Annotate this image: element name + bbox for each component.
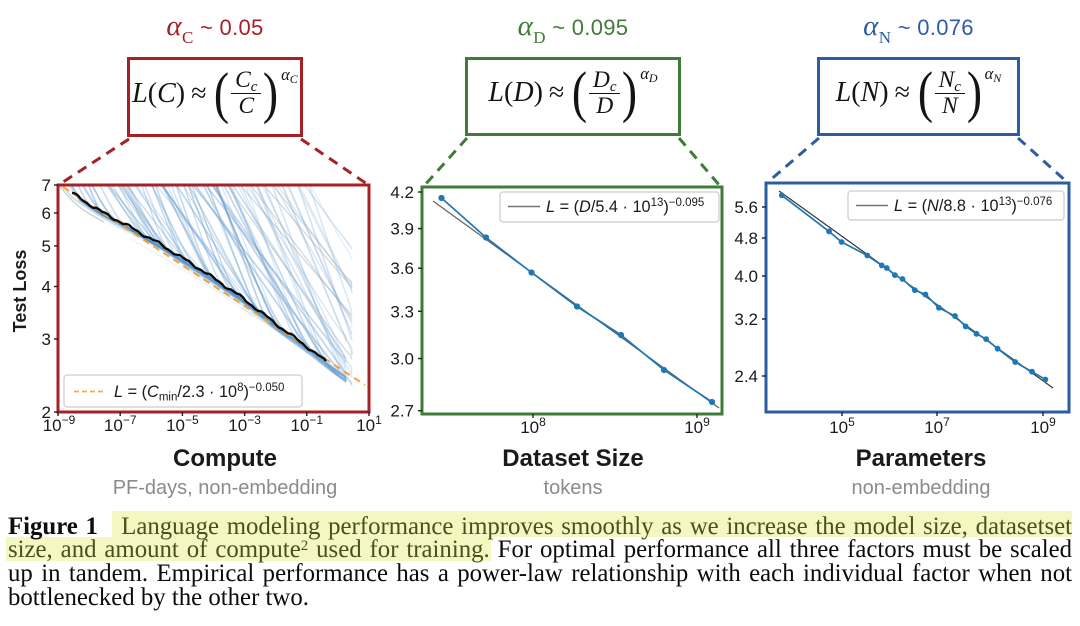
svg-text:107: 107 [924, 415, 950, 437]
svg-text:109: 109 [684, 415, 710, 437]
svg-text:109: 109 [1030, 415, 1056, 437]
svg-text:105: 105 [829, 415, 855, 437]
svg-text:4.2: 4.2 [390, 183, 414, 202]
svg-text:101: 101 [356, 413, 382, 435]
svg-text:L = (N/8.8 · 1013)−0.076: L = (N/8.8 · 1013)−0.076 [894, 196, 1052, 215]
svg-text:7: 7 [42, 176, 51, 195]
svg-text:3.2: 3.2 [734, 310, 758, 329]
svg-text:PF-days, non-embedding: PF-days, non-embedding [113, 477, 338, 499]
svg-text:Test Loss: Test Loss [10, 250, 30, 333]
svg-text:Compute: Compute [173, 445, 277, 472]
svg-text:108: 108 [520, 415, 546, 437]
svg-text:3.9: 3.9 [390, 220, 414, 239]
svg-text:non-embedding: non-embedding [852, 477, 991, 499]
svg-text:4.0: 4.0 [734, 267, 758, 286]
svg-text:Dataset Size: Dataset Size [502, 445, 643, 472]
svg-text:10−5: 10−5 [166, 413, 199, 435]
svg-text:10−7: 10−7 [104, 413, 137, 435]
svg-text:2.4: 2.4 [734, 367, 758, 386]
svg-text:2.7: 2.7 [390, 402, 414, 421]
svg-text:6: 6 [42, 204, 51, 223]
svg-text:10−1: 10−1 [290, 413, 323, 435]
svg-text:3.3: 3.3 [390, 302, 414, 321]
svg-text:4.8: 4.8 [734, 229, 758, 248]
svg-text:L = (D/5.4 · 1013)−0.095: L = (D/5.4 · 1013)−0.095 [546, 197, 704, 216]
svg-text:3: 3 [42, 330, 51, 349]
svg-text:3.6: 3.6 [390, 259, 414, 278]
svg-text:5.6: 5.6 [734, 198, 758, 217]
svg-text:10−3: 10−3 [228, 413, 261, 435]
svg-text:5: 5 [42, 237, 51, 256]
svg-text:tokens: tokens [544, 477, 603, 499]
svg-text:Parameters: Parameters [856, 445, 987, 472]
svg-text:3.0: 3.0 [390, 350, 414, 369]
svg-text:10−9: 10−9 [43, 413, 76, 435]
svg-text:4: 4 [42, 278, 51, 297]
svg-text:2: 2 [42, 403, 51, 422]
